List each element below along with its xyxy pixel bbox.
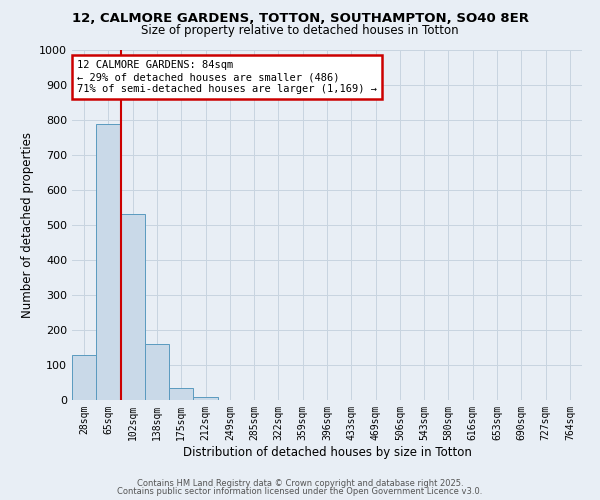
- Text: Size of property relative to detached houses in Totton: Size of property relative to detached ho…: [141, 24, 459, 37]
- Text: 12 CALMORE GARDENS: 84sqm
← 29% of detached houses are smaller (486)
71% of semi: 12 CALMORE GARDENS: 84sqm ← 29% of detac…: [77, 60, 377, 94]
- Y-axis label: Number of detached properties: Number of detached properties: [20, 132, 34, 318]
- Text: Contains public sector information licensed under the Open Government Licence v3: Contains public sector information licen…: [118, 487, 482, 496]
- Bar: [169, 388, 193, 400]
- Bar: [145, 344, 169, 400]
- Text: Contains HM Land Registry data © Crown copyright and database right 2025.: Contains HM Land Registry data © Crown c…: [137, 478, 463, 488]
- Bar: [193, 396, 218, 400]
- X-axis label: Distribution of detached houses by size in Totton: Distribution of detached houses by size …: [182, 446, 472, 458]
- Text: 12, CALMORE GARDENS, TOTTON, SOUTHAMPTON, SO40 8ER: 12, CALMORE GARDENS, TOTTON, SOUTHAMPTON…: [71, 12, 529, 26]
- Bar: [121, 214, 145, 400]
- Bar: [72, 354, 96, 400]
- Bar: [96, 124, 121, 400]
